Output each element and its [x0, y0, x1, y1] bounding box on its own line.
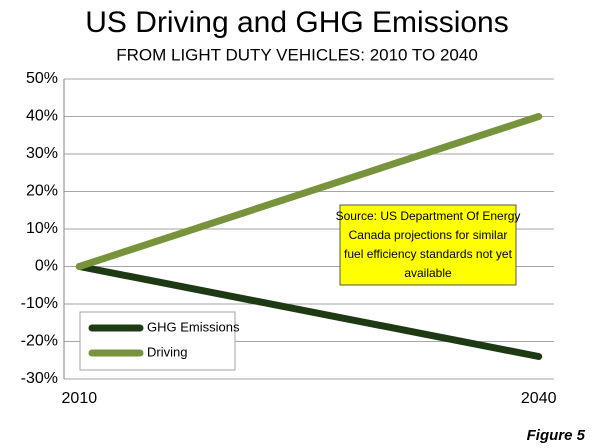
legend-label: Driving — [147, 344, 187, 359]
y-tick-label: 20% — [26, 183, 58, 200]
annotation-text: Canada projections for similar — [349, 228, 508, 242]
y-tick-label: 40% — [26, 108, 58, 125]
legend-label: GHG Emissions — [147, 319, 240, 334]
x-tick-label: 2010 — [62, 390, 98, 407]
annotation-text: fuel efficiency standards not yet — [344, 247, 513, 261]
legend-box — [79, 311, 236, 371]
data-line — [75, 113, 543, 270]
y-tick-label: 0% — [35, 258, 58, 275]
y-tick-label: 30% — [26, 145, 58, 162]
x-tick-label: 2040 — [521, 390, 557, 407]
chart-subtitle: FROM LIGHT DUTY VEHICLES: 2010 TO 2040 — [116, 45, 478, 64]
y-tick-label: 50% — [26, 70, 58, 87]
y-tick-label: -20% — [21, 333, 58, 350]
y-tick-label: -10% — [21, 295, 58, 312]
chart-title: US Driving and GHG Emissions — [85, 6, 508, 39]
y-tick-label: -30% — [21, 370, 58, 387]
annotation-text: available — [404, 266, 452, 280]
annotation-box — [339, 204, 517, 286]
data-line — [75, 263, 543, 360]
y-tick-label: 10% — [26, 220, 58, 237]
annotation-text: Source: US Department Of Energy — [336, 209, 521, 223]
figure-label: Figure 5 — [527, 427, 586, 444]
